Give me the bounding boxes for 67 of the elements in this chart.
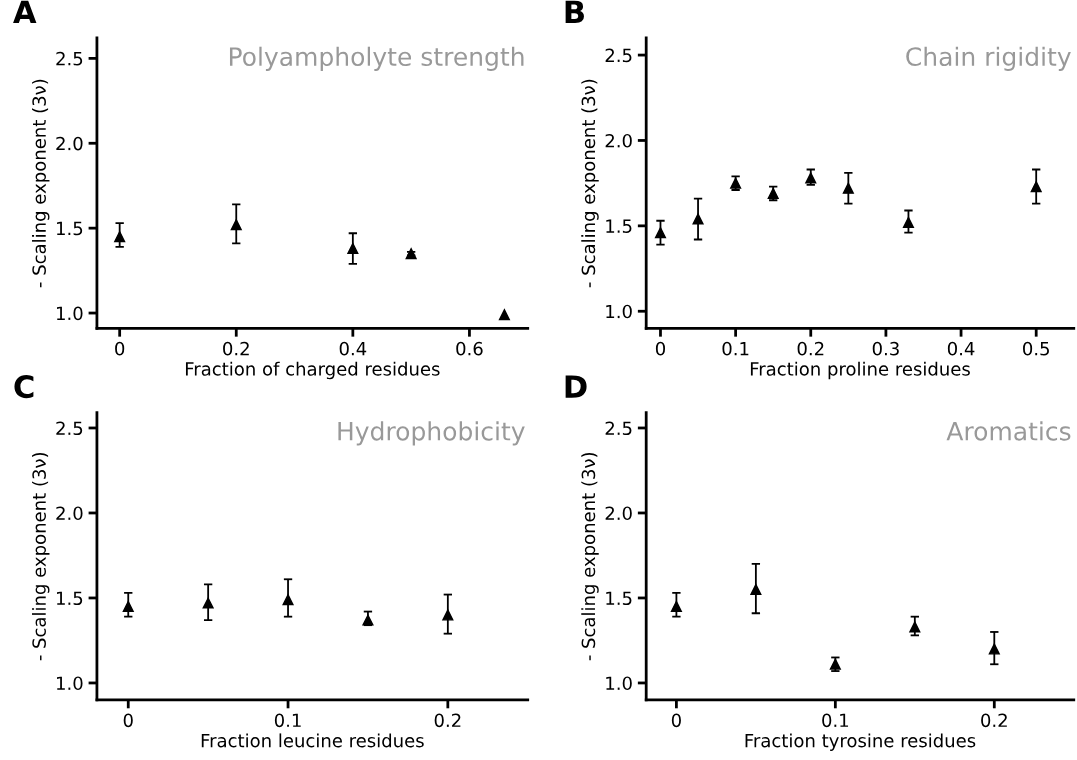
x-tick-label: 0.5 — [1023, 341, 1049, 356]
point — [1030, 181, 1042, 193]
y-axis-title: - Scaling exponent (3ν) — [581, 79, 599, 288]
point — [114, 231, 126, 243]
point — [347, 242, 359, 255]
point — [282, 594, 294, 606]
y-tick-label: 2.0 — [605, 133, 632, 148]
y-tick-label: 2.5 — [605, 421, 632, 436]
point — [654, 227, 667, 239]
x-tick-label: 0.2 — [434, 713, 461, 728]
x-tick-label: 0.1 — [822, 713, 849, 728]
x-axis-title: Fraction proline residues — [750, 361, 970, 380]
point — [805, 172, 817, 184]
x-tick-label: 0.1 — [722, 341, 749, 356]
y-axis-title: - Scaling exponent (3ν) — [31, 79, 50, 288]
x-tick-label: 0.2 — [223, 341, 249, 356]
point — [750, 583, 762, 596]
point — [230, 219, 242, 231]
chart-title: Polyampholyte strength — [229, 46, 524, 71]
point — [842, 182, 854, 194]
point — [670, 600, 682, 613]
y-axis-title: - Scaling exponent (3ν) — [581, 452, 599, 661]
text: A — [13, 0, 37, 23]
chart-title: Chain rigidity — [906, 46, 1071, 71]
x-axis-title: Fraction leucine residues — [201, 733, 424, 748]
y-tick-label: 1.0 — [606, 676, 632, 691]
y-tick-label: 1.0 — [57, 676, 83, 691]
y-tick-label: 2.0 — [56, 506, 83, 521]
chart-title: Aromatics — [946, 421, 1071, 441]
point — [902, 216, 915, 228]
x-tick-label: 0.6 — [456, 341, 483, 356]
point — [498, 309, 510, 321]
y-tick-label: 1.0 — [606, 304, 632, 319]
x-tick-label: 0 — [655, 341, 666, 356]
y-tick-label: 2.0 — [56, 136, 83, 151]
x-axis-title: Fraction of charged residues — [185, 361, 440, 380]
point — [442, 609, 454, 621]
text: B — [565, 0, 584, 23]
text: C — [14, 375, 34, 399]
y-tick-label: 2.0 — [605, 506, 632, 521]
point — [988, 643, 1000, 655]
point — [122, 600, 134, 613]
x-tick-label: 0.4 — [947, 341, 975, 356]
x-axis-title: Fraction tyrosine residues — [745, 733, 976, 751]
x-tick-label: 0.2 — [981, 713, 1007, 728]
x-tick-label: 0.2 — [797, 341, 824, 356]
point — [202, 597, 214, 609]
point — [692, 213, 704, 225]
y-tick-label: 2.5 — [605, 48, 632, 63]
y-tick-label: 1.5 — [606, 219, 632, 233]
x-tick-label: 0 — [671, 713, 681, 728]
x-tick-label: 0.4 — [339, 341, 367, 356]
y-tick-label: 1.5 — [57, 221, 83, 236]
x-tick-label: 0.1 — [274, 713, 301, 728]
y-tick-label: 2.5 — [56, 51, 83, 66]
y-tick-label: 2.5 — [56, 421, 83, 436]
point — [362, 614, 374, 626]
point — [909, 621, 921, 633]
x-tick-label: 0 — [115, 341, 125, 356]
text: D — [565, 375, 587, 398]
y-tick-label: 1.5 — [57, 591, 83, 606]
x-tick-label: 0 — [123, 713, 133, 728]
chart-title: Hydrophobicity — [338, 421, 525, 446]
y-tick-label: 1.5 — [606, 591, 632, 606]
y-tick-label: 1.0 — [57, 306, 83, 321]
y-axis-title: - Scaling exponent (3ν) — [31, 452, 50, 661]
x-tick-label: 0.3 — [872, 341, 899, 356]
